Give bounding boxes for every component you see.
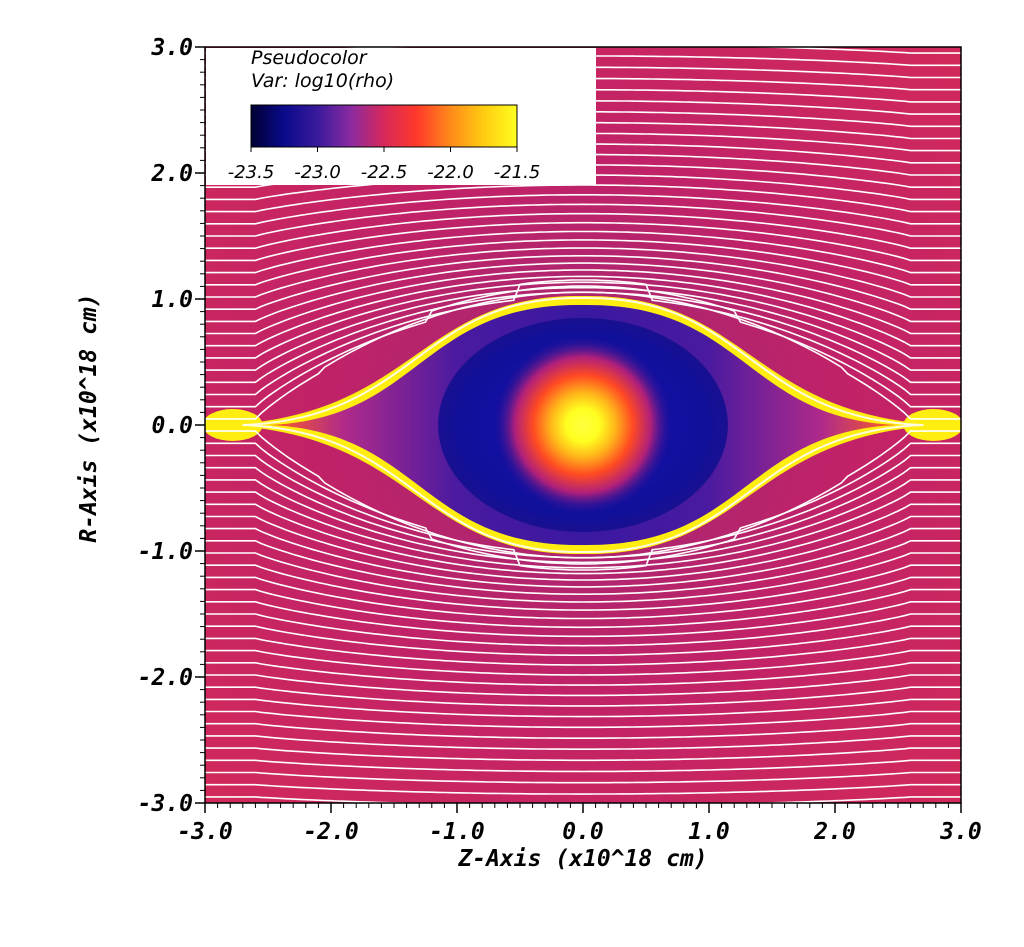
shell-tip-right [903, 409, 961, 441]
streamline [205, 747, 961, 762]
streamline [205, 430, 961, 559]
colorbar-ticks: -23.5 -23.0 -22.5 -22.0 -21.5 [228, 147, 541, 183]
x-tick-label: 3.0 [939, 819, 982, 845]
streamline [205, 239, 961, 286]
colorbar [250, 104, 518, 148]
streamline [205, 491, 961, 569]
central-star-core [492, 334, 674, 516]
minor-ticks [200, 46, 962, 808]
colorbar-legend: Pseudocolor Var: log10(rho) -23.5 -23.0 -2… [206, 47, 596, 185]
streamline [205, 710, 961, 729]
x-tick-label: 0.0 [562, 819, 604, 845]
legend-variable: Var: log10(rho) [251, 70, 394, 92]
colorbar-tick-label: -21.5 [494, 162, 541, 183]
streamline [205, 637, 961, 666]
streamline [205, 698, 961, 718]
x-tick-label: 1.0 [688, 819, 730, 845]
streamline [205, 588, 961, 629]
streamline [205, 515, 961, 581]
streamline [205, 479, 961, 564]
y-tick-label: -2.0 [138, 665, 193, 691]
streamline [205, 285, 961, 408]
y-tick-label: 3.0 [150, 35, 193, 61]
streamline [205, 262, 961, 323]
colorbar-tick-label: -22.0 [427, 162, 474, 183]
streamline [205, 625, 961, 657]
legend-title: Pseudocolor [251, 47, 368, 69]
x-tick-label: -3.0 [177, 819, 232, 845]
streamline [205, 454, 961, 571]
streamline [205, 194, 961, 225]
streamline [205, 281, 961, 359]
streamline [205, 279, 961, 396]
streamline [205, 735, 961, 751]
shell-rim-line [242, 296, 924, 554]
streamline [205, 442, 961, 565]
colorbar-tick-label: -23.5 [228, 162, 275, 183]
colorbar-tick-label: -22.5 [361, 162, 408, 183]
streamline [205, 649, 961, 676]
streamlines [205, 47, 961, 803]
y-tick-label: -1.0 [138, 539, 193, 565]
streamline [205, 230, 961, 274]
shell-tip-left [205, 409, 263, 441]
x-axis-ticks: -3.0 -2.0 -1.0 0.0 1.0 2.0 3.0 [177, 803, 982, 845]
streamline [205, 291, 961, 384]
streamline [205, 221, 961, 262]
y-axis-ticks: 3.0 2.0 1.0 0.0 -1.0 -2.0 -3.0 [138, 35, 205, 817]
streamline [205, 600, 961, 638]
y-axis-title: R-Axis (x10^18 cm) [76, 293, 102, 542]
x-tick-label: -2.0 [303, 819, 358, 845]
streamline [205, 269, 961, 335]
streamline [205, 212, 961, 249]
streamline [205, 527, 961, 588]
x-axis-title: Z-Axis (x10^18 cm) [457, 846, 707, 872]
streamline [205, 503, 961, 575]
streamline [205, 286, 961, 371]
streamline [205, 203, 961, 237]
streamline [205, 796, 961, 803]
streamline [205, 275, 961, 347]
y-tick-label: 1.0 [151, 287, 193, 313]
streamline [205, 759, 961, 773]
streamline [205, 247, 961, 298]
streamline [205, 783, 961, 795]
streamline [205, 674, 961, 697]
streamline [205, 613, 961, 647]
streamline [205, 552, 961, 603]
streamline [205, 722, 961, 740]
x-tick-label: -1.0 [429, 819, 484, 845]
y-tick-label: 2.0 [150, 161, 193, 187]
streamline [205, 771, 961, 784]
x-tick-label: 2.0 [813, 819, 856, 845]
y-tick-label: 0.0 [151, 413, 193, 439]
streamline [205, 564, 961, 611]
streamline [205, 255, 961, 311]
y-tick-label: -3.0 [138, 791, 193, 817]
streamline [205, 576, 961, 620]
streamline [205, 661, 961, 686]
streamline [205, 539, 961, 596]
colorbar-tick-label: -23.0 [294, 162, 341, 183]
streamline [205, 686, 961, 707]
